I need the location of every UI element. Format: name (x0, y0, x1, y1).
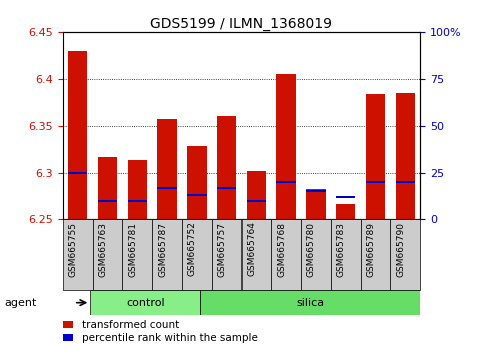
Text: silica: silica (296, 298, 324, 308)
Bar (157, 187, 177, 189)
Bar (200, 290, 420, 315)
Bar (63, 219, 93, 290)
Bar (276, 74, 296, 219)
Bar (122, 219, 152, 290)
Text: agent: agent (5, 298, 37, 308)
Bar (152, 219, 182, 290)
Bar (366, 94, 385, 219)
Bar (182, 219, 212, 290)
Bar (90, 290, 200, 315)
Bar (247, 200, 266, 202)
Bar (242, 219, 271, 290)
Text: GSM665768: GSM665768 (277, 222, 286, 276)
Bar (98, 156, 117, 219)
Text: GSM665764: GSM665764 (247, 222, 256, 276)
Bar (361, 219, 390, 290)
Text: GSM665790: GSM665790 (397, 222, 405, 276)
Text: GSM665763: GSM665763 (99, 222, 108, 276)
Bar (212, 219, 242, 290)
Bar (306, 189, 326, 219)
Bar (390, 219, 420, 290)
Text: GSM665780: GSM665780 (307, 222, 316, 276)
Bar (396, 93, 415, 219)
Bar (336, 204, 355, 219)
Bar (396, 181, 415, 183)
Bar (68, 51, 87, 219)
Text: GSM665781: GSM665781 (128, 222, 137, 276)
Bar (98, 200, 117, 202)
Text: GSM665755: GSM665755 (69, 222, 78, 276)
Bar (128, 200, 147, 202)
Bar (271, 219, 301, 290)
Bar (93, 219, 122, 290)
Text: GSM665787: GSM665787 (158, 222, 167, 276)
Bar (157, 119, 177, 219)
Bar (366, 181, 385, 183)
Legend: transformed count, percentile rank within the sample: transformed count, percentile rank withi… (63, 320, 257, 343)
Bar (336, 196, 355, 198)
Text: GSM665757: GSM665757 (218, 222, 227, 276)
Text: control: control (126, 298, 165, 308)
Bar (331, 219, 361, 290)
Text: GSM665783: GSM665783 (337, 222, 346, 276)
Title: GDS5199 / ILMN_1368019: GDS5199 / ILMN_1368019 (151, 17, 332, 31)
Bar (276, 181, 296, 183)
Bar (68, 172, 87, 173)
Bar (187, 194, 207, 196)
Bar (217, 187, 236, 189)
Bar (306, 190, 326, 192)
Bar (247, 171, 266, 219)
Bar (301, 219, 331, 290)
Bar (187, 146, 207, 219)
Bar (128, 160, 147, 219)
Text: GSM665752: GSM665752 (188, 222, 197, 276)
Text: GSM665789: GSM665789 (367, 222, 376, 276)
Bar (217, 116, 236, 219)
